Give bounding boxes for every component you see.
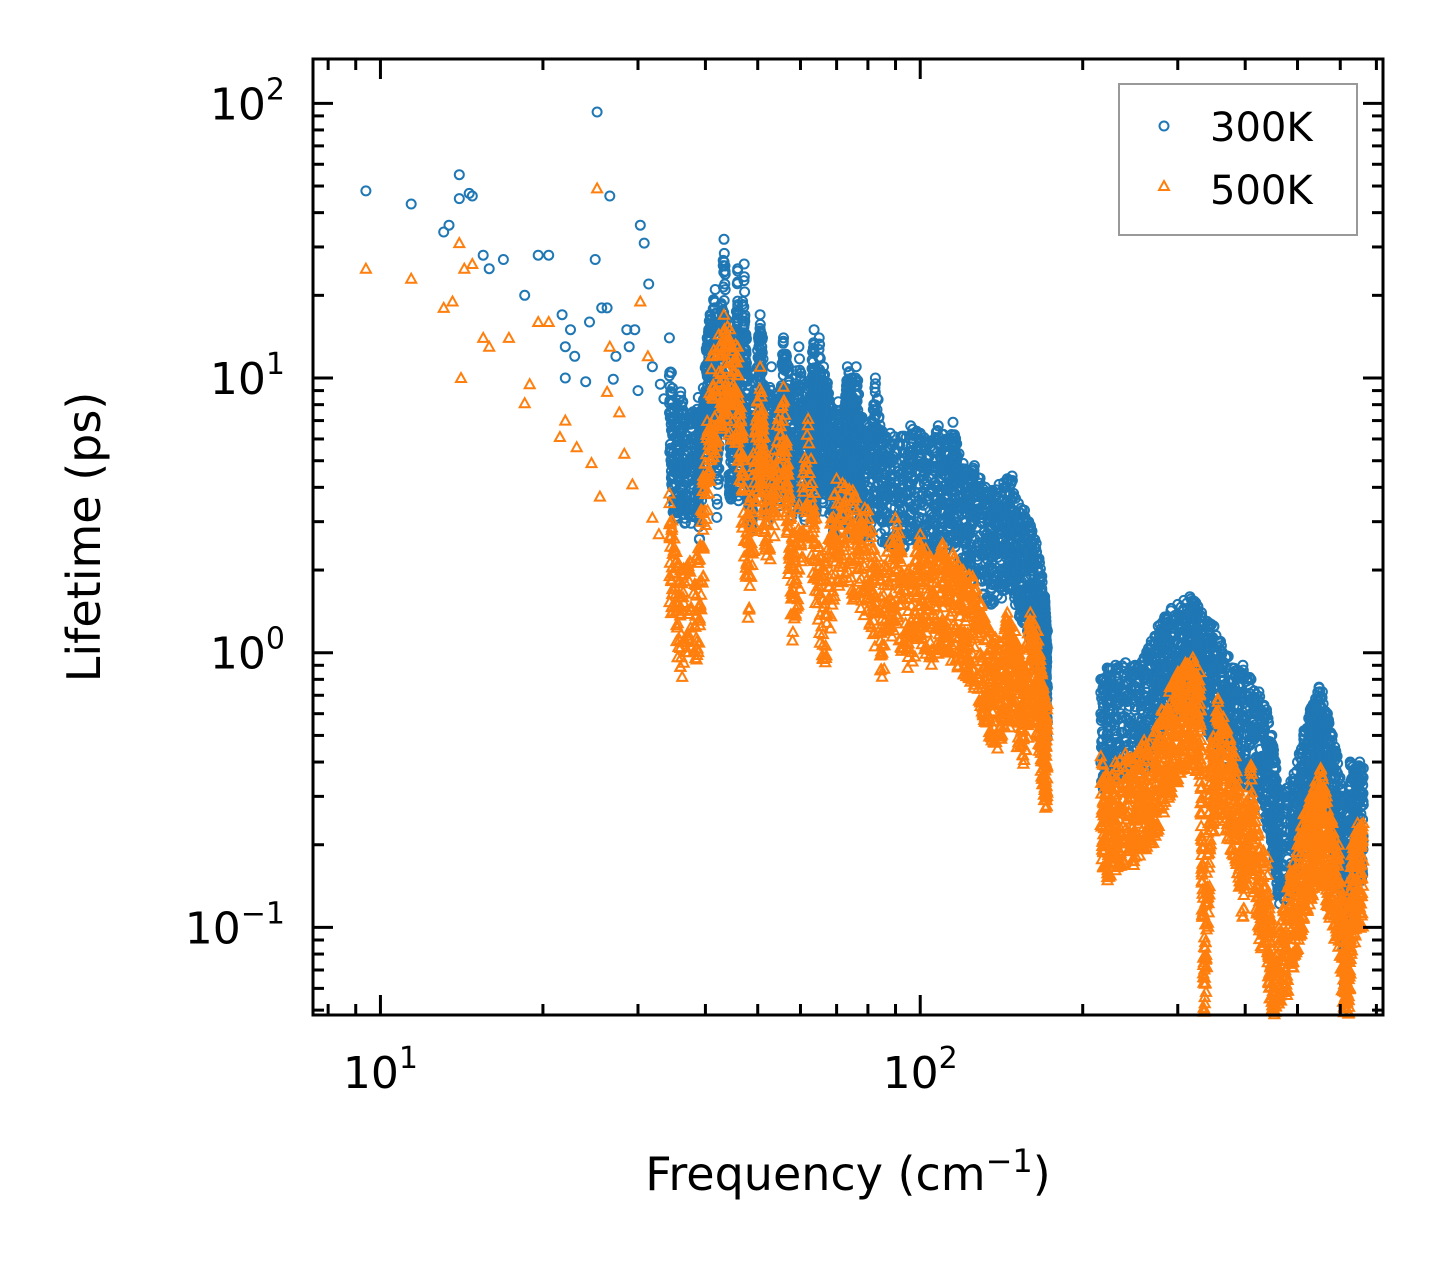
scatter-point bbox=[718, 233, 730, 245]
scatter-point bbox=[596, 302, 608, 314]
scatter-point-cloud bbox=[683, 507, 695, 519]
scatter-point-cloud bbox=[738, 271, 750, 283]
scatter-point bbox=[643, 278, 655, 290]
scatter-point-cloud bbox=[739, 334, 751, 346]
scatter-point-cloud bbox=[679, 517, 691, 529]
scatter-point-cloud bbox=[711, 493, 723, 505]
scatter-point bbox=[607, 373, 619, 385]
scatter-point-cloud bbox=[682, 439, 694, 451]
scatter-point-cloud bbox=[711, 498, 723, 510]
scatter-point-cloud bbox=[663, 370, 675, 382]
scatter-point bbox=[438, 226, 450, 238]
scatter-point-cloud bbox=[676, 400, 688, 412]
scatter-point bbox=[632, 385, 644, 397]
scatter-point bbox=[808, 324, 820, 336]
scatter-point-cloud bbox=[711, 511, 723, 523]
scatter-point bbox=[738, 258, 750, 270]
scatter-point bbox=[589, 254, 601, 265]
scatter-point bbox=[634, 219, 646, 231]
scatter-point bbox=[453, 169, 465, 181]
scatter-point bbox=[580, 376, 592, 388]
scatter-point-cloud bbox=[726, 492, 738, 504]
scatter-point bbox=[477, 249, 489, 261]
scatter-point bbox=[532, 249, 544, 261]
scatter-point bbox=[629, 324, 641, 336]
scatter-point bbox=[559, 341, 571, 353]
scatter-point-cloud bbox=[719, 284, 731, 296]
scatter-point-cloud bbox=[741, 357, 752, 369]
scatter-point bbox=[569, 350, 581, 362]
scatter-points bbox=[359, 106, 1370, 1020]
scatter-point bbox=[601, 302, 613, 314]
scatter-point bbox=[519, 289, 531, 301]
scatter-point bbox=[623, 341, 635, 353]
scatter-point bbox=[556, 309, 568, 321]
scatter-point-cloud bbox=[732, 265, 744, 277]
scatter-point-cloud bbox=[675, 484, 687, 496]
scatter-point bbox=[453, 193, 465, 205]
scatter-point bbox=[405, 198, 417, 210]
scatter-point-cloud bbox=[732, 276, 744, 288]
scatter-point-cloud bbox=[738, 275, 750, 287]
scatter-point-cloud bbox=[718, 295, 730, 306]
scatter-point bbox=[466, 190, 478, 202]
scatter-point bbox=[932, 420, 944, 432]
scatter-point bbox=[463, 187, 475, 199]
scatter-point bbox=[869, 372, 881, 384]
scatter-point-cloud bbox=[739, 312, 751, 324]
scatter-point bbox=[360, 185, 372, 197]
scatter-point bbox=[765, 361, 777, 373]
scatter-point bbox=[646, 361, 658, 373]
scatter-point bbox=[663, 332, 675, 344]
scatter-point bbox=[584, 316, 595, 328]
scatter-point bbox=[443, 219, 455, 231]
scatter-point bbox=[497, 254, 509, 265]
scatter-point bbox=[793, 341, 805, 353]
scatter-point-cloud bbox=[715, 298, 727, 310]
scatter-point bbox=[610, 350, 622, 362]
scatter-point bbox=[543, 249, 555, 261]
scatter-point-cloud bbox=[739, 328, 751, 340]
scatter-point-cloud bbox=[719, 278, 731, 290]
scatter-point-cloud bbox=[719, 260, 731, 272]
scatter-point bbox=[591, 106, 603, 118]
scatter-point bbox=[654, 378, 666, 390]
scatter-point bbox=[565, 324, 576, 336]
scatter-point-cloud bbox=[664, 380, 676, 392]
series-300k bbox=[360, 106, 1369, 1007]
scatter-point bbox=[559, 372, 571, 384]
scatter-point bbox=[947, 416, 959, 428]
scatter-point bbox=[604, 190, 616, 202]
scatter-point-cloud bbox=[713, 463, 725, 474]
scatter-point bbox=[483, 263, 495, 275]
scatter-point bbox=[638, 237, 650, 249]
scatter-point-cloud bbox=[675, 390, 687, 402]
scatter-point-cloud bbox=[739, 286, 751, 298]
